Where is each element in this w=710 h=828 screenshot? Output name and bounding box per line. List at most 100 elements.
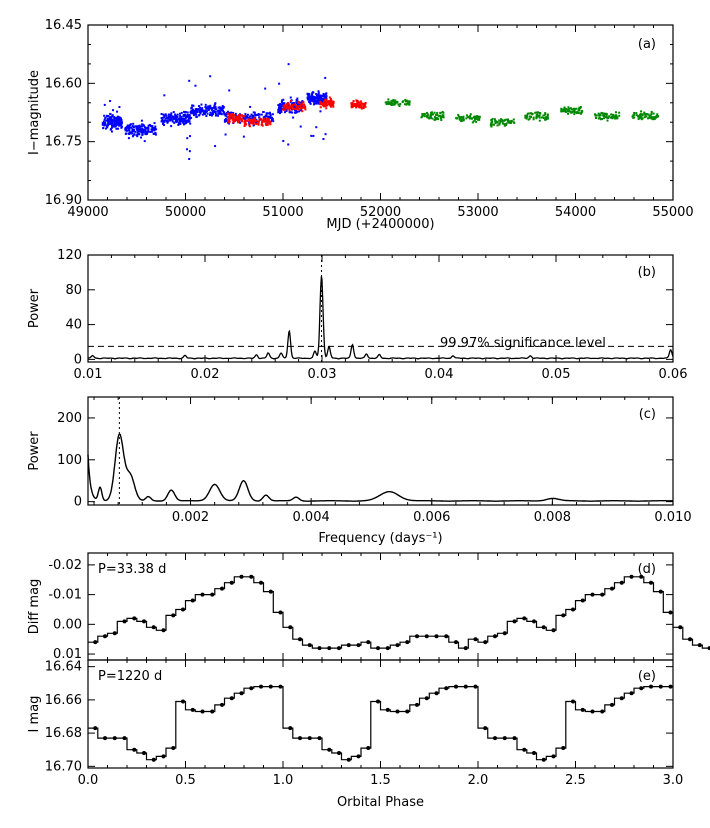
panel-a-point (231, 118, 234, 121)
panel-a-point (188, 150, 191, 153)
panel-a-point (322, 92, 325, 95)
panel-a-point (244, 113, 247, 116)
panel-a-point (604, 112, 607, 115)
panel-a-ytick-label: 16.45 (45, 18, 82, 33)
panel-a-point (198, 114, 201, 117)
panel-a-point (112, 109, 115, 112)
panel-a-points-ogle-ii (124, 119, 158, 143)
panel-a-point (288, 111, 291, 114)
panel-a-point (360, 102, 363, 105)
panel-a-point (296, 97, 299, 100)
panel-a-point (243, 124, 246, 127)
panel-a-points-ogle-ii (160, 79, 192, 160)
panel-a-point (169, 119, 172, 122)
panel-a-point (208, 108, 211, 111)
panel-a-point (145, 132, 148, 135)
panel-a-point (280, 106, 283, 109)
panel-a-point (600, 117, 603, 120)
panel-a-point (178, 112, 181, 115)
panel-a-point (537, 114, 540, 117)
panel-d-points (93, 574, 710, 651)
panel-a-point (240, 114, 243, 117)
panel-a-point (637, 118, 640, 121)
panel-a-point (193, 113, 196, 116)
panel-a-point (472, 116, 475, 119)
panel-a-point (231, 116, 234, 119)
panel-a-point (544, 112, 547, 115)
panel-c-frame (87, 396, 674, 506)
panel-a-point (128, 131, 131, 134)
panel-a-point (150, 125, 153, 128)
panel-a-point (256, 114, 259, 117)
panel-a-point (101, 123, 104, 126)
panel-a-point (526, 115, 529, 118)
panel-a-point (325, 101, 328, 104)
panel-a-point (312, 134, 315, 137)
panel-a-point (355, 102, 358, 105)
panel-b-ylabel: Power (27, 288, 42, 328)
panel-a-point (461, 118, 464, 121)
panel-a-point (513, 121, 516, 124)
panel-a-point (355, 99, 358, 102)
panel-a-point (612, 113, 615, 116)
panel-a-point (314, 97, 317, 100)
panel-a-point (238, 118, 241, 121)
panel-a-point (651, 116, 654, 119)
panel-a-point (265, 120, 268, 123)
panel-a-point (579, 112, 582, 115)
panel-a-point (319, 106, 322, 109)
panel-a-point (251, 122, 254, 125)
panel-a-point (269, 123, 272, 126)
panel-a-ytick-label: 16.90 (45, 193, 82, 208)
panel-a-point (201, 113, 204, 116)
panel-a-point (598, 113, 601, 116)
panel-a-point (217, 110, 220, 113)
panel-a-point (252, 122, 255, 125)
panel-a-point (560, 107, 563, 110)
panel-b-ytick-label: 120 (57, 248, 82, 263)
panel-a-point (313, 97, 316, 100)
panel-a-point (563, 110, 566, 113)
panel-a-point (174, 117, 177, 120)
panel-a-point (606, 116, 609, 119)
panel-b-frame (87, 254, 674, 363)
panel-a-point (308, 93, 311, 96)
panel-a-point (613, 117, 616, 120)
panel-a-point (261, 119, 264, 122)
panel-a-point (310, 98, 313, 101)
panel-a-point (138, 133, 141, 136)
panel-a-point (324, 76, 327, 79)
panel-a-point (148, 123, 151, 126)
panel-a-point (134, 125, 137, 128)
panel-a-point (186, 148, 189, 151)
panel-a-point (251, 120, 254, 123)
panel-a-point (143, 129, 146, 132)
panel-a-point (234, 112, 237, 115)
panel-a-point (139, 128, 142, 131)
panel-e-ytick-label: 16.70 (45, 759, 82, 774)
panel-a-point (132, 122, 135, 125)
panel-a-point (363, 104, 366, 107)
panel-a-point (502, 122, 505, 125)
panel-a-point (597, 112, 600, 115)
panel-a-point (437, 115, 440, 118)
panel-a-point (426, 116, 429, 119)
panel-a-point (214, 106, 217, 109)
panel-a-point (278, 82, 281, 85)
panel-a-point (190, 116, 193, 119)
panel-a-point (540, 116, 543, 119)
panel-a-point (285, 107, 288, 110)
panel-a-point (183, 122, 186, 125)
panel-a-point (192, 111, 195, 114)
panel-a-point (103, 118, 106, 121)
panel-a-point (650, 110, 653, 113)
panel-a-point (256, 121, 259, 124)
panel-a-point (258, 113, 261, 116)
panel-a-point (564, 109, 567, 112)
panel-a-point (188, 157, 191, 160)
panel-a-point (151, 128, 154, 131)
panel-a-point (313, 98, 316, 101)
panel-a-point (180, 115, 183, 118)
panel-a-point (255, 121, 258, 124)
panel-a-point (324, 98, 327, 101)
